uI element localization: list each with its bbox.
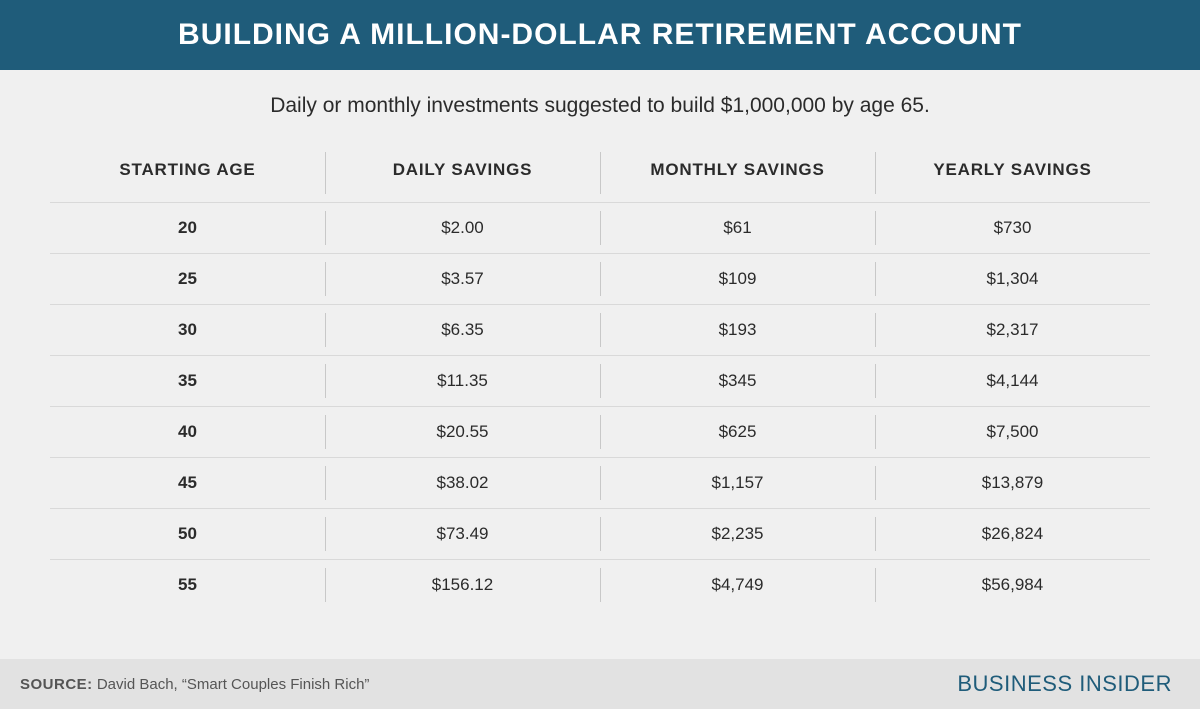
cell-daily: $38.02: [325, 458, 600, 509]
cell-monthly: $4,749: [600, 560, 875, 611]
title-bar: BUILDING A MILLION-DOLLAR RETIREMENT ACC…: [0, 0, 1200, 70]
cell-daily: $3.57: [325, 254, 600, 305]
infographic-container: BUILDING A MILLION-DOLLAR RETIREMENT ACC…: [0, 0, 1200, 709]
source-text: David Bach, “Smart Couples Finish Rich”: [93, 676, 370, 693]
savings-table: STARTING AGE DAILY SAVINGS MONTHLY SAVIN…: [50, 144, 1150, 610]
table-row: 30 $6.35 $193 $2,317: [50, 305, 1150, 356]
table-row: 55 $156.12 $4,749 $56,984: [50, 560, 1150, 611]
cell-monthly: $1,157: [600, 458, 875, 509]
source-line: SOURCE: David Bach, “Smart Couples Finis…: [20, 676, 369, 693]
cell-daily: $11.35: [325, 356, 600, 407]
cell-age: 40: [50, 407, 325, 458]
cell-age: 20: [50, 203, 325, 254]
cell-yearly: $7,500: [875, 407, 1150, 458]
cell-monthly: $193: [600, 305, 875, 356]
cell-yearly: $26,824: [875, 509, 1150, 560]
col-header-yearly-savings: YEARLY SAVINGS: [875, 144, 1150, 203]
brand-word-2: INSIDER: [1079, 671, 1172, 696]
cell-daily: $73.49: [325, 509, 600, 560]
cell-age: 45: [50, 458, 325, 509]
col-header-monthly-savings: MONTHLY SAVINGS: [600, 144, 875, 203]
cell-monthly: $109: [600, 254, 875, 305]
cell-age: 50: [50, 509, 325, 560]
page-title: BUILDING A MILLION-DOLLAR RETIREMENT ACC…: [178, 18, 1022, 52]
table-header-row: STARTING AGE DAILY SAVINGS MONTHLY SAVIN…: [50, 144, 1150, 203]
cell-daily: $6.35: [325, 305, 600, 356]
cell-age: 55: [50, 560, 325, 611]
table-row: 40 $20.55 $625 $7,500: [50, 407, 1150, 458]
table-row: 25 $3.57 $109 $1,304: [50, 254, 1150, 305]
subtitle: Daily or monthly investments suggested t…: [0, 70, 1200, 144]
table-row: 20 $2.00 $61 $730: [50, 203, 1150, 254]
cell-yearly: $13,879: [875, 458, 1150, 509]
table-row: 35 $11.35 $345 $4,144: [50, 356, 1150, 407]
cell-daily: $156.12: [325, 560, 600, 611]
cell-yearly: $730: [875, 203, 1150, 254]
brand-word-1: BUSINESS: [957, 671, 1079, 696]
col-header-daily-savings: DAILY SAVINGS: [325, 144, 600, 203]
col-header-starting-age: STARTING AGE: [50, 144, 325, 203]
cell-age: 30: [50, 305, 325, 356]
footer-bar: SOURCE: David Bach, “Smart Couples Finis…: [0, 659, 1200, 709]
cell-monthly: $2,235: [600, 509, 875, 560]
cell-daily: $2.00: [325, 203, 600, 254]
cell-yearly: $1,304: [875, 254, 1150, 305]
cell-yearly: $2,317: [875, 305, 1150, 356]
cell-daily: $20.55: [325, 407, 600, 458]
cell-monthly: $625: [600, 407, 875, 458]
cell-yearly: $56,984: [875, 560, 1150, 611]
brand-logo: BUSINESS INSIDER: [957, 671, 1172, 697]
cell-yearly: $4,144: [875, 356, 1150, 407]
table-body: 20 $2.00 $61 $730 25 $3.57 $109 $1,304 3…: [50, 203, 1150, 611]
table-wrap: STARTING AGE DAILY SAVINGS MONTHLY SAVIN…: [0, 144, 1200, 610]
cell-age: 35: [50, 356, 325, 407]
cell-monthly: $345: [600, 356, 875, 407]
source-label: SOURCE:: [20, 676, 93, 693]
cell-age: 25: [50, 254, 325, 305]
table-row: 45 $38.02 $1,157 $13,879: [50, 458, 1150, 509]
cell-monthly: $61: [600, 203, 875, 254]
table-row: 50 $73.49 $2,235 $26,824: [50, 509, 1150, 560]
